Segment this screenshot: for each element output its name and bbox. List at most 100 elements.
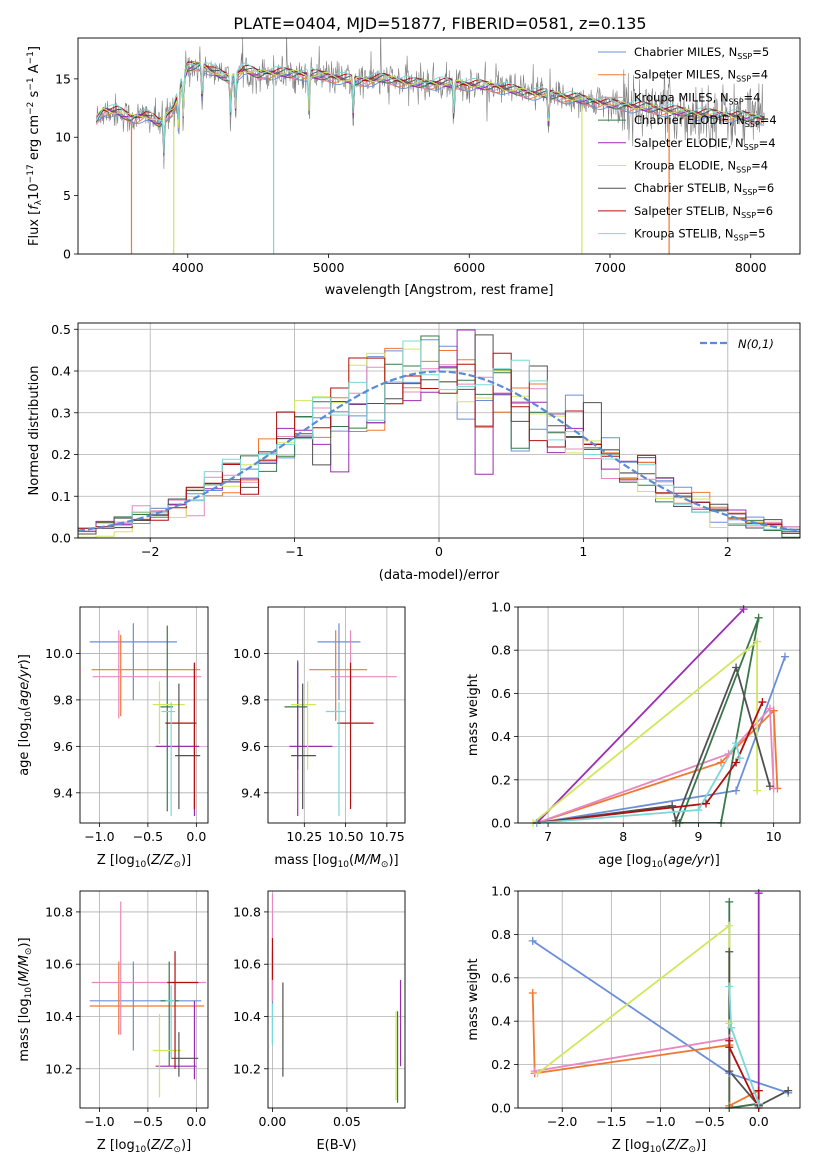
histogram-step-7 <box>78 352 800 538</box>
weight_vs_Z-ytick-label: 0.0 <box>491 1101 511 1116</box>
age_vs_Z-ytick-label: 9.4 <box>53 785 73 800</box>
spectrum-ytick-label: 0 <box>63 247 71 262</box>
mass_vs_ebv-xtick-label: 0.00 <box>259 1114 287 1129</box>
weight_vs_age-ytick-label: 0.4 <box>491 729 511 744</box>
weight_vs_age-ytick-label: 0.0 <box>491 816 511 831</box>
weight_vs_Z-point-marker <box>528 936 537 945</box>
residuals-frame <box>77 322 801 539</box>
spectrum-xtick-label: 6000 <box>453 260 485 275</box>
age_vs_Z-plot-area <box>89 623 202 817</box>
spectrum-ylabel: Flux [fλ10−17 erg cm−2 s−1 A−1] <box>26 46 44 246</box>
legend-entry-7: Salpeter STELIB, NSSP=6 <box>634 204 773 220</box>
weight_vs_Z-point-marker <box>784 1086 793 1095</box>
weight_vs_Z-panel: −2.0 −1.5 −1.0 −0.5 0.0 0.0 0.2 0.4 0.6 0.8 1.0 Z [… <box>466 884 801 1155</box>
weight_vs_Z-series-line-6 <box>728 951 789 1107</box>
weight_vs_Z-series-line-5 <box>537 923 731 1075</box>
figure-title: PLATE=0404, MJD=51877, FIBERID=0581, z=0… <box>233 14 646 33</box>
mass_vs_Z-xtick-label: 0.0 <box>186 1114 206 1129</box>
legend-entry-1: Salpeter MILES, NSSP=4 <box>634 68 768 84</box>
residuals-plot-area <box>78 329 800 538</box>
age_vs_Z-xtick-label: −1.0 <box>84 829 114 844</box>
weight_vs_age-ytick-label: 0.6 <box>491 686 511 701</box>
age_vs_mass-xtick-label: 10.75 <box>369 829 405 844</box>
residuals-panel: −2 −1 0 1 2 0.0 0.1 0.2 0.3 0.4 0.5 (data-model)/er… <box>27 322 801 583</box>
weight_vs_age-ytick-label: 0.2 <box>491 772 511 787</box>
spectrum-ytick-label: 10 <box>55 130 71 145</box>
weight_vs_age-point-marker <box>671 816 680 825</box>
mass_vs_Z-xtick-label: −1.0 <box>84 1114 114 1129</box>
model-spectrum-line-5 <box>95 61 765 150</box>
mass_vs_ebv-ytick-label: 10.4 <box>233 1009 261 1024</box>
age_vs_mass-ytick-label: 9.8 <box>241 692 261 707</box>
weight_vs_age-point-marker <box>753 786 762 795</box>
weight_vs_age-ytick-label: 1.0 <box>491 600 511 615</box>
weight_vs_age-point-marker <box>765 782 774 791</box>
spectrum-panel: 4000 5000 6000 7000 8000 0 5 10 15 wavelength [An… <box>26 37 801 298</box>
mass_vs_Z-ytick-label: 10.8 <box>45 904 73 919</box>
weight_vs_age-xlabel: age [log10(age/yr)] <box>598 853 720 870</box>
weight_vs_Z-series-line-1 <box>531 992 760 1108</box>
age_vs_Z-ytick-label: 10.0 <box>45 646 73 661</box>
weight_vs_Z-point-marker <box>725 982 734 991</box>
residuals-xlabel: (data-model)/error <box>379 568 500 583</box>
mass_vs_ebv-xlabel: E(B-V) <box>316 1138 356 1153</box>
mass_vs_Z-frame <box>79 890 209 1109</box>
age_vs_mass-xlabel: mass [log10(M/M⊙)] <box>274 853 398 870</box>
mass_vs_ebv-plot-area <box>271 893 402 1103</box>
spectrum-xtick-label: 5000 <box>313 260 345 275</box>
spectrum-ytick-label: 15 <box>55 71 71 86</box>
weight_vs_age-point-marker <box>765 704 774 713</box>
weight_vs_Z-ytick-label: 0.8 <box>491 927 511 942</box>
residuals-ytick-label: 0.2 <box>51 447 71 462</box>
weight_vs_age-point-marker <box>702 799 710 808</box>
weight_vs_Z-series-line-8 <box>728 986 760 1105</box>
weight_vs_age-xtick-label: 10 <box>766 829 782 844</box>
weight_vs_age-point-marker <box>739 605 748 614</box>
weight_vs_Z-ytick-label: 0.6 <box>491 970 511 985</box>
mass_vs_Z-ylabel: mass [log10(M/M⊙)] <box>17 937 34 1061</box>
spectrum-xtick-label: 7000 <box>594 260 626 275</box>
weight_vs_Z-xlabel: Z [log10(Z/Z⊙)] <box>612 1138 706 1155</box>
legend-entry-0: Chabrier MILES, NSSP=5 <box>634 45 769 61</box>
age_vs_Z-panel: −1.0 −0.5 0.0 9.4 9.6 9.8 10.0 Z [log10(Z/Z⊙)] a… <box>17 606 209 870</box>
age_vs_Z-xtick-label: 0.0 <box>186 829 206 844</box>
weight_vs_age-point-marker <box>735 754 744 763</box>
weight_vs_Z-frame <box>517 890 801 1109</box>
weight_vs_Z-ytick-label: 0.2 <box>491 1057 511 1072</box>
weight_vs_Z-point-marker <box>528 988 537 997</box>
weight_vs_age-point-marker <box>732 758 741 767</box>
weight_vs_age-series-line-3 <box>675 617 760 823</box>
age_vs_Z-xlabel: Z [log10(Z/Z⊙)] <box>97 853 191 870</box>
age_vs_Z-ytick-label: 9.8 <box>53 692 73 707</box>
mass_vs_ebv-ytick-label: 10.2 <box>233 1061 261 1076</box>
mass_vs_ebv-frame <box>267 890 406 1109</box>
weight_vs_age-point-marker <box>694 806 703 815</box>
mass_vs_Z-panel: −1.0 −0.5 0.0 10.2 10.4 10.6 10.8 Z [log10(Z/Z⊙… <box>17 890 209 1155</box>
mass_vs_Z-ytick-label: 10.6 <box>45 957 73 972</box>
weight_vs_Z-point-marker <box>725 921 734 930</box>
age_vs_mass-frame <box>267 606 406 824</box>
age_vs_mass-xtick-label: 10.50 <box>328 829 364 844</box>
histogram-legend: N(0,1) <box>700 337 774 351</box>
age_vs_mass-plot-area <box>284 623 397 817</box>
mass_vs_ebv-panel: 0.00 0.05 10.2 10.4 10.6 10.8 E(B-V) <box>233 890 406 1153</box>
weight_vs_Z-point-marker <box>725 897 734 906</box>
weight_vs_age-series-line-5 <box>532 639 758 823</box>
weight_vs_age-point-marker <box>732 739 741 748</box>
residuals-ytick-label: 0.3 <box>51 405 71 420</box>
weight_vs_age-point-marker <box>717 758 726 767</box>
weight_vs_Z-point-marker <box>533 1069 542 1078</box>
age_vs_Z-frame <box>79 606 209 824</box>
age_vs_Z-ytick-label: 9.6 <box>53 739 73 754</box>
weight_vs_age-series-line-8 <box>536 740 741 823</box>
weight_vs_Z-xtick-label: −1.5 <box>596 1114 626 1129</box>
legend-entry-2: Kroupa MILES, NSSP=4 <box>634 90 760 106</box>
mass_vs_ebv-xtick-label: 0.05 <box>333 1114 361 1129</box>
weight_vs_age-point-marker <box>780 652 789 661</box>
weight_vs_Z-xtick-label: −2.0 <box>547 1114 577 1129</box>
model-spectrum-line-8 <box>95 62 765 153</box>
mass_vs_ebv-ytick-label: 10.6 <box>233 957 261 972</box>
mass_vs_Z-xlabel: Z [log10(Z/Z⊙)] <box>97 1138 191 1155</box>
weight_vs_age-series-line-1 <box>536 708 779 823</box>
mass_vs_Z-ytick-label: 10.2 <box>45 1061 73 1076</box>
